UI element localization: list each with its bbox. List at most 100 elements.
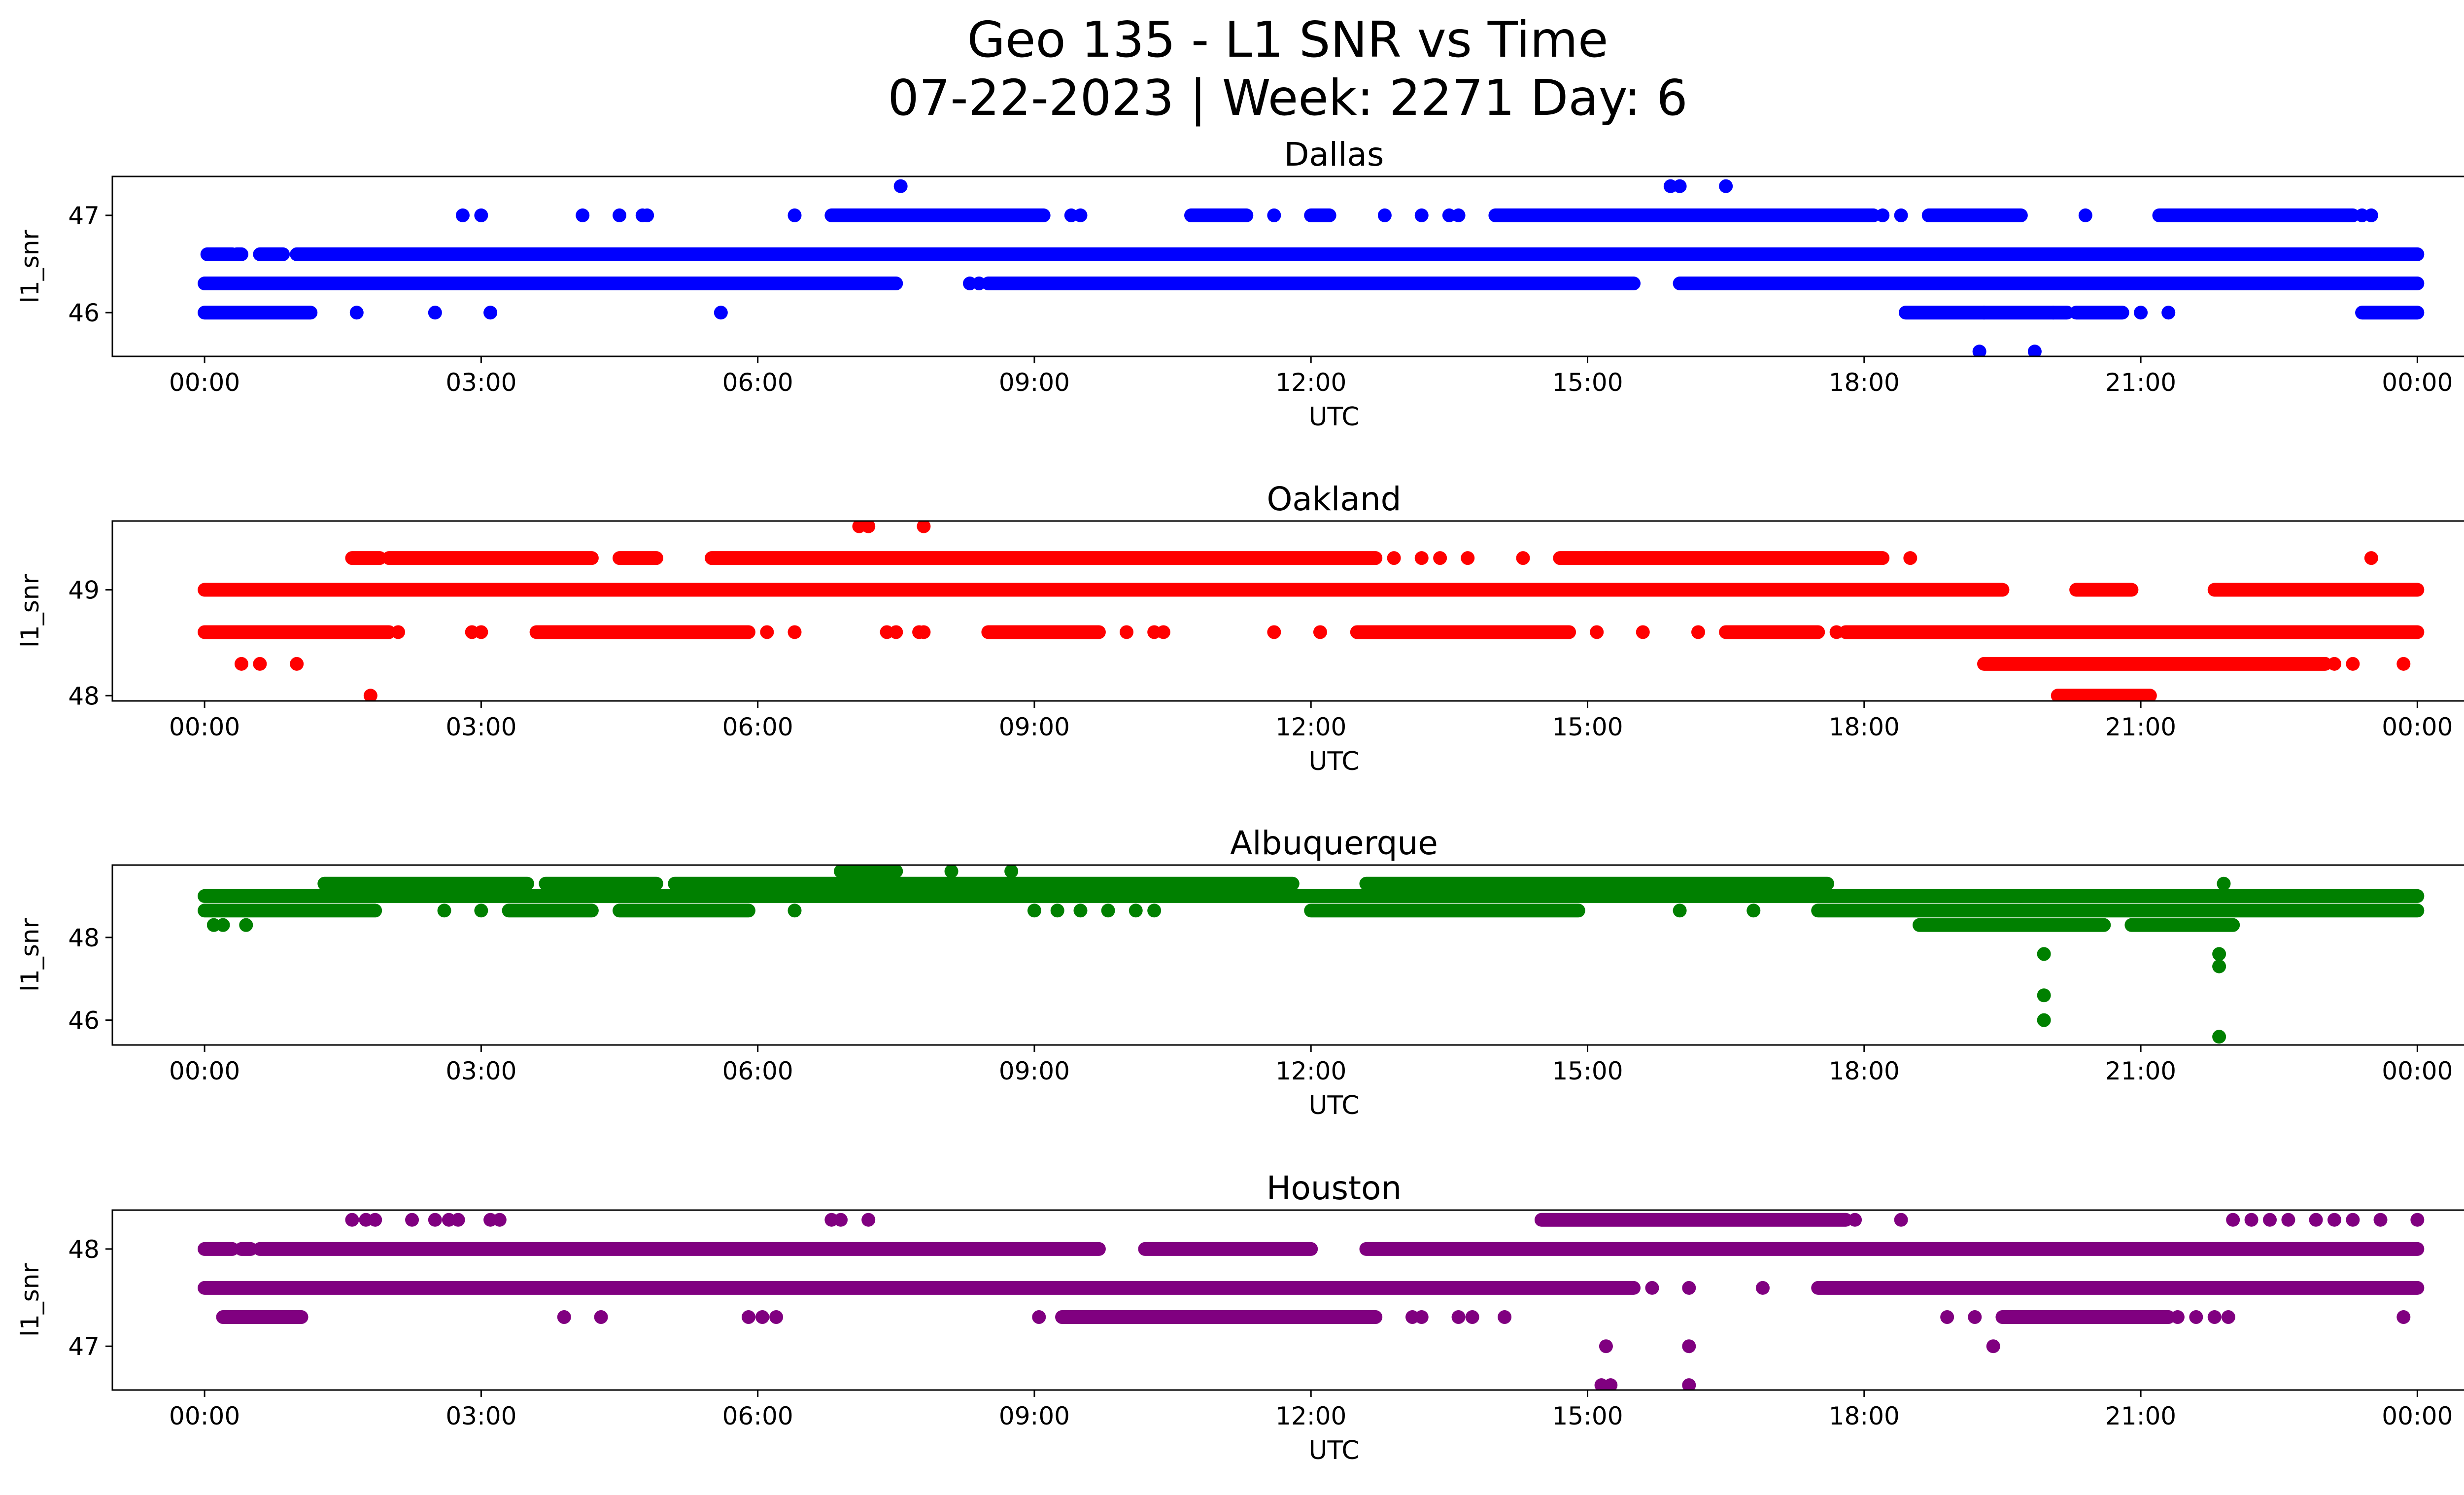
data-point <box>1414 208 1429 222</box>
x-tick-label: 03:00 <box>445 368 516 397</box>
x-tick-label: 09:00 <box>999 713 1070 741</box>
data-point <box>239 918 253 932</box>
y-axis-label: l1_snr <box>16 1263 44 1337</box>
data-point <box>1972 345 1986 356</box>
data-point <box>1968 1310 1982 1324</box>
data-point <box>1636 625 1650 639</box>
data-point <box>1792 277 1807 291</box>
y-tick-label: 47 <box>68 202 100 230</box>
x-tick-label: 00:00 <box>2382 368 2453 397</box>
data-point <box>755 1310 770 1324</box>
x-tick-label: 03:00 <box>445 1402 516 1430</box>
x-tick-label: 00:00 <box>169 713 240 741</box>
data-series <box>198 1213 2425 1390</box>
data-point <box>1451 1310 1466 1324</box>
subplot-title: Houston <box>1266 1169 1402 1207</box>
subplot-oakland: Oakland 00:00 03:00 06:00 09:00 12:00 15:00 18:… <box>16 480 2464 776</box>
data-point <box>1267 208 1281 222</box>
x-tick-label: 09:00 <box>999 368 1070 397</box>
data-point <box>640 208 654 222</box>
data-point <box>1894 208 1908 222</box>
data-point <box>557 1310 571 1324</box>
data-series <box>198 865 2425 1044</box>
data-point <box>2410 1213 2425 1227</box>
x-tick-label: 00:00 <box>169 368 240 397</box>
axes-frame <box>111 175 2464 357</box>
y-tick-label: 47 <box>68 1332 100 1361</box>
data-point <box>1032 1310 1046 1324</box>
axes-frame <box>111 520 2464 702</box>
data-point <box>1590 625 1604 639</box>
y-tick-label: 48 <box>68 924 100 952</box>
data-point <box>613 208 627 222</box>
x-tick-label: 12:00 <box>1275 1402 1346 1430</box>
x-tick-label: 09:00 <box>999 1402 1070 1430</box>
data-point <box>1894 1213 1908 1227</box>
data-point <box>917 625 931 639</box>
data-point <box>1414 551 1429 565</box>
x-tick-label: 21:00 <box>2105 1057 2176 1085</box>
x-tick-label: 15:00 <box>1552 1402 1623 1430</box>
data-point <box>1755 1281 1770 1295</box>
data-point <box>1073 208 1088 222</box>
data-point <box>2244 1213 2259 1227</box>
data-point <box>760 625 774 639</box>
axes-frame <box>111 864 2464 1046</box>
x-tick-label: 09:00 <box>999 1057 1070 1085</box>
x-tick-label: 00:00 <box>2382 1057 2453 1085</box>
x-tick-label: 18:00 <box>1829 368 1900 397</box>
x-axis-label: UTC <box>1308 1436 1359 1465</box>
data-point <box>2396 1310 2411 1324</box>
data-point <box>1433 551 1447 565</box>
x-tick-label: 21:00 <box>2105 1402 2176 1430</box>
data-point <box>1451 208 1466 222</box>
data-point <box>2309 1213 2323 1227</box>
data-point <box>2212 959 2226 973</box>
x-tick-label: 21:00 <box>2105 713 2176 741</box>
data-point <box>2346 1213 2360 1227</box>
data-point <box>253 657 267 671</box>
x-tick-label: 00:00 <box>169 1057 240 1085</box>
x-axis-label: UTC <box>1308 402 1359 432</box>
data-point <box>1027 904 1041 918</box>
x-tick-label: 18:00 <box>1829 713 1900 741</box>
y-axis-label: l1_snr <box>16 918 44 992</box>
axes-frame <box>111 1209 2464 1391</box>
subplot-title: Dallas <box>1284 136 1384 174</box>
data-point <box>1129 904 1143 918</box>
data-point <box>889 625 903 639</box>
data-point <box>391 625 405 639</box>
data-point <box>2373 1213 2388 1227</box>
data-point <box>437 904 451 918</box>
data-point <box>2212 947 2226 961</box>
data-point <box>861 1213 876 1227</box>
data-point <box>2134 306 2148 320</box>
x-tick-label: 15:00 <box>1552 1057 1623 1085</box>
data-point <box>1673 904 1687 918</box>
data-point <box>2207 1310 2222 1324</box>
x-tick-label: 15:00 <box>1552 368 1623 397</box>
figure-title-line1: Geo 135 - L1 SNR vs Time <box>967 11 1608 69</box>
data-point <box>2281 1213 2295 1227</box>
x-tick-label: 06:00 <box>722 1402 793 1430</box>
data-point <box>1604 1378 1618 1390</box>
data-point <box>576 208 590 222</box>
data-point <box>2170 1310 2185 1324</box>
data-point <box>2212 1030 2226 1044</box>
data-point <box>2046 306 2060 320</box>
data-point <box>1313 625 1327 639</box>
data-point <box>769 1310 784 1324</box>
y-tick-label: 46 <box>68 1007 100 1035</box>
data-point <box>2161 306 2176 320</box>
data-point <box>787 208 802 222</box>
data-point <box>893 179 908 193</box>
y-tick-label: 49 <box>68 576 100 605</box>
data-point <box>2037 947 2051 961</box>
subplot-title: Albuquerque <box>1230 824 1438 862</box>
data-point <box>1562 277 1576 291</box>
data-point <box>234 657 248 671</box>
data-point <box>451 1213 465 1227</box>
data-point <box>1876 208 1890 222</box>
data-point <box>455 208 470 222</box>
x-tick-label: 03:00 <box>445 1057 516 1085</box>
